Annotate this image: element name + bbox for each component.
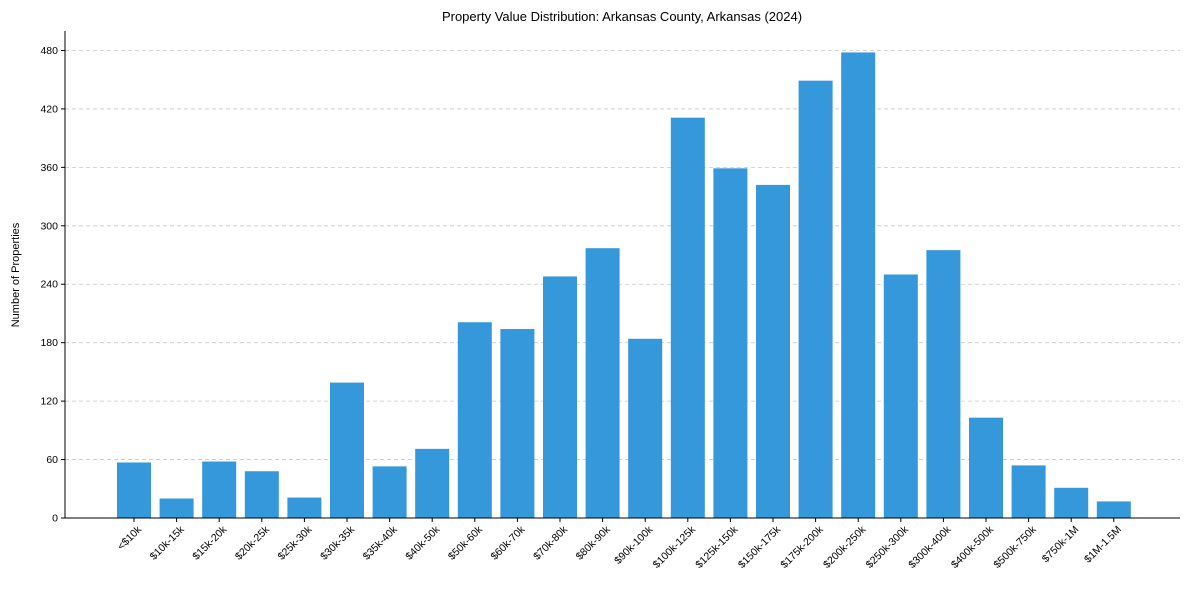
- bar: [202, 461, 237, 518]
- x-tick-label: $100k-125k: [651, 523, 699, 571]
- bar: [798, 80, 833, 518]
- axes: [61, 31, 1180, 522]
- x-tick-label: $25k-30k: [275, 523, 315, 563]
- bar: [756, 184, 790, 518]
- bar: [159, 498, 194, 518]
- y-axis-label: Number of Properties: [10, 222, 22, 327]
- bar: [585, 248, 620, 518]
- x-tick-label: $15k-20k: [190, 523, 230, 563]
- bar: [713, 168, 748, 519]
- x-tick-label: $300k-400k: [906, 523, 954, 571]
- y-tick-label: 0: [52, 513, 58, 525]
- x-tick-label: $30k-35k: [318, 523, 358, 563]
- bar: [372, 466, 407, 518]
- bars: [117, 52, 1131, 519]
- x-tick-label: $10k-15k: [148, 523, 188, 563]
- x-tick-label: $50k-60k: [446, 523, 486, 563]
- x-tick-label: $175k-200k: [778, 523, 826, 571]
- x-tick-labels: <$10k $10k-15k $15k-20k $20k-25k $25k-30k $30…: [115, 523, 1124, 571]
- bar: [1011, 465, 1046, 518]
- bar: [500, 329, 535, 518]
- x-tick-label: $750k-1M: [1040, 524, 1082, 566]
- bar: [244, 471, 279, 518]
- bar: [1096, 501, 1131, 518]
- x-tick-label: $90k-100k: [612, 523, 656, 567]
- x-tick-label: $20k-25k: [233, 523, 273, 563]
- y-tick-label: 300: [40, 220, 58, 232]
- x-tick-label: $150k-175k: [736, 523, 784, 571]
- bar: [457, 322, 492, 518]
- x-tick-label: $35k-40k: [361, 523, 401, 563]
- bar: [670, 117, 705, 518]
- y-tick-label: 240: [40, 279, 58, 291]
- bar: [1054, 487, 1089, 518]
- bar: [926, 250, 961, 518]
- y-tick-labels: 0 60 120 180 240 300 360 420 480: [40, 45, 58, 525]
- chart-title: Property Value Distribution: Arkansas Co…: [442, 9, 802, 24]
- bar: [415, 448, 450, 518]
- y-tick-label: 360: [40, 162, 58, 174]
- y-tick-label: 480: [40, 45, 58, 57]
- y-tick-label: 120: [40, 396, 58, 408]
- x-tick-label: $125k-150k: [693, 523, 741, 571]
- bar: [841, 52, 876, 518]
- bar: [330, 382, 364, 518]
- gridlines: [65, 50, 1180, 460]
- bar: [628, 338, 663, 518]
- x-tick-label: $40k-50k: [403, 523, 443, 563]
- bar: [883, 274, 918, 518]
- y-tick-label: 60: [46, 454, 58, 466]
- x-tick-label: $80k-90k: [574, 523, 614, 563]
- x-tick-label: $60k-70k: [488, 523, 528, 563]
- x-tick-label: $250k-300k: [864, 523, 912, 571]
- x-tick-label: $500k-750k: [991, 523, 1039, 571]
- x-tick-label: <$10k: [115, 523, 144, 552]
- x-tick-label: $400k-500k: [949, 523, 997, 571]
- x-tick-label: $70k-80k: [531, 523, 571, 563]
- y-tick-label: 420: [40, 103, 58, 115]
- x-tick-label: $200k-250k: [821, 523, 869, 571]
- bar: [969, 417, 1003, 518]
- bar: [117, 462, 151, 518]
- y-tick-label: 180: [40, 337, 58, 349]
- bar: [287, 497, 322, 518]
- bar: [543, 276, 577, 518]
- x-tick-label: $1M-1.5M: [1082, 524, 1124, 566]
